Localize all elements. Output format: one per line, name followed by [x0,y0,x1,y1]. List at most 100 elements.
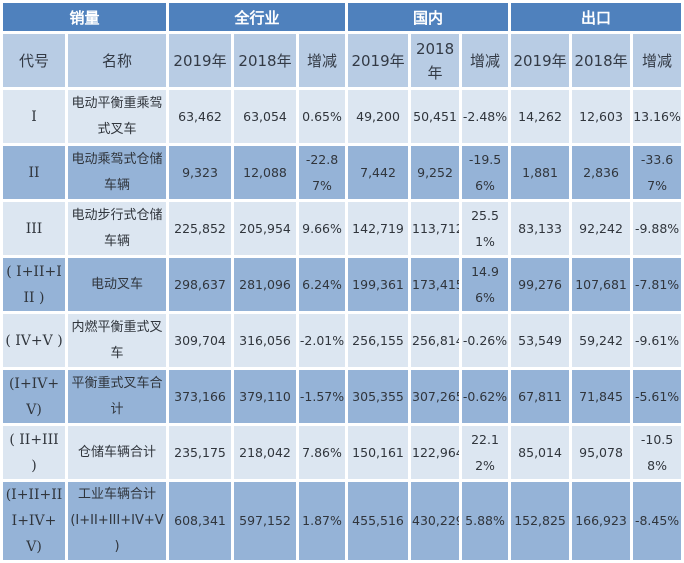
row-code: (I+IV+V) [3,370,65,423]
table-row: II 电动乘驾式仓储车辆 9,323 12,088 -22.87% 7,442 … [3,146,682,199]
row-name: 仓储车辆合计 [68,426,167,479]
industry-change-header: 增减 [299,34,346,87]
value-cell: 1,881 [511,146,570,199]
value-cell: 9,323 [169,146,232,199]
export-2019-header: 2019年 [511,34,570,87]
domestic-group-header: 国内 [348,3,509,31]
value-cell: 9,252 [411,146,460,199]
value-cell: 218,042 [234,426,297,479]
value-cell: 2,836 [572,146,631,199]
value-cell: 256,155 [348,314,409,367]
value-cell: 281,096 [234,258,297,311]
value-cell: 25.51% [462,202,509,255]
value-cell: -2.48% [462,90,509,143]
value-cell: -0.62% [462,370,509,423]
value-cell: 12,088 [234,146,297,199]
table-row: I 电动平衡重乘驾式叉车 63,462 63,054 0.65% 49,200 … [3,90,682,143]
domestic-change-header: 增减 [462,34,509,87]
value-cell: 53,549 [511,314,570,367]
value-cell: 49,200 [348,90,409,143]
value-cell: 173,415 [411,258,460,311]
value-cell: -19.56% [462,146,509,199]
value-cell: 99,276 [511,258,570,311]
value-cell: 14.96% [462,258,509,311]
table-row: ( IV+V ) 内燃平衡重式叉车 309,704 316,056 -2.01%… [3,314,682,367]
value-cell: 71,845 [572,370,631,423]
industry-group-header: 全行业 [169,3,346,31]
value-cell: -5.61% [633,370,682,423]
table-row: III 电动步行式仓储车辆 225,852 205,954 9.66% 142,… [3,202,682,255]
value-cell: -2.01% [299,314,346,367]
value-cell: 608,341 [169,482,232,560]
value-cell: -8.45% [633,482,682,560]
table-row: ( II+III ) 仓储车辆合计 235,175 218,042 7.86% … [3,426,682,479]
value-cell: 152,825 [511,482,570,560]
table-row: ( I+II+III ) 电动叉车 298,637 281,096 6.24% … [3,258,682,311]
value-cell: 142,719 [348,202,409,255]
value-cell: 22.12% [462,426,509,479]
value-cell: 309,704 [169,314,232,367]
row-name: 工业车辆合计(I+II+III+IV+V) [68,482,167,560]
export-group-header: 出口 [511,3,682,31]
value-cell: 166,923 [572,482,631,560]
value-cell: 225,852 [169,202,232,255]
value-cell: 63,054 [234,90,297,143]
value-cell: -1.57% [299,370,346,423]
value-cell: 597,152 [234,482,297,560]
value-cell: 9.66% [299,202,346,255]
table-row: (I+II+III+IV+V) 工业车辆合计(I+II+III+IV+V) 60… [3,482,682,560]
value-cell: 430,229 [411,482,460,560]
value-cell: 12,603 [572,90,631,143]
value-cell: 199,361 [348,258,409,311]
value-cell: 50,451 [411,90,460,143]
value-cell: 298,637 [169,258,232,311]
value-cell: -10.58% [633,426,682,479]
value-cell: 95,078 [572,426,631,479]
column-header-row: 代号 名称 2019年 2018年 增减 2019年 2018年 增减 2019… [3,34,682,87]
export-2018-header: 2018年 [572,34,631,87]
row-code: I [3,90,65,143]
value-cell: 14,262 [511,90,570,143]
value-cell: 1.87% [299,482,346,560]
value-cell: -22.87% [299,146,346,199]
value-cell: -0.26% [462,314,509,367]
row-name: 电动平衡重乘驾式叉车 [68,90,167,143]
value-cell: 83,133 [511,202,570,255]
value-cell: 256,814 [411,314,460,367]
value-cell: 455,516 [348,482,409,560]
group-header-row: 销量 全行业 国内 出口 [3,3,682,31]
industry-2018-header: 2018年 [234,34,297,87]
sales-group-header: 销量 [3,3,167,31]
value-cell: 85,014 [511,426,570,479]
value-cell: 113,712 [411,202,460,255]
value-cell: 305,355 [348,370,409,423]
row-name: 内燃平衡重式叉车 [68,314,167,367]
row-name: 平衡重式叉车合计 [68,370,167,423]
table-row: (I+IV+V) 平衡重式叉车合计 373,166 379,110 -1.57%… [3,370,682,423]
value-cell: 150,161 [348,426,409,479]
value-cell: -9.61% [633,314,682,367]
row-name: 电动叉车 [68,258,167,311]
value-cell: 7,442 [348,146,409,199]
row-code: ( IV+V ) [3,314,65,367]
name-column-header: 名称 [68,34,167,87]
value-cell: 205,954 [234,202,297,255]
value-cell: 5.88% [462,482,509,560]
row-code: III [3,202,65,255]
row-code: ( I+II+III ) [3,258,65,311]
value-cell: -7.81% [633,258,682,311]
export-change-header: 增减 [633,34,682,87]
domestic-2019-header: 2019年 [348,34,409,87]
value-cell: 59,242 [572,314,631,367]
value-cell: 0.65% [299,90,346,143]
value-cell: 373,166 [169,370,232,423]
value-cell: 379,110 [234,370,297,423]
value-cell: 307,265 [411,370,460,423]
value-cell: 67,811 [511,370,570,423]
value-cell: 92,242 [572,202,631,255]
industry-2019-header: 2019年 [169,34,232,87]
row-name: 电动乘驾式仓储车辆 [68,146,167,199]
domestic-2018-header: 2018年 [411,34,460,87]
code-column-header: 代号 [3,34,65,87]
